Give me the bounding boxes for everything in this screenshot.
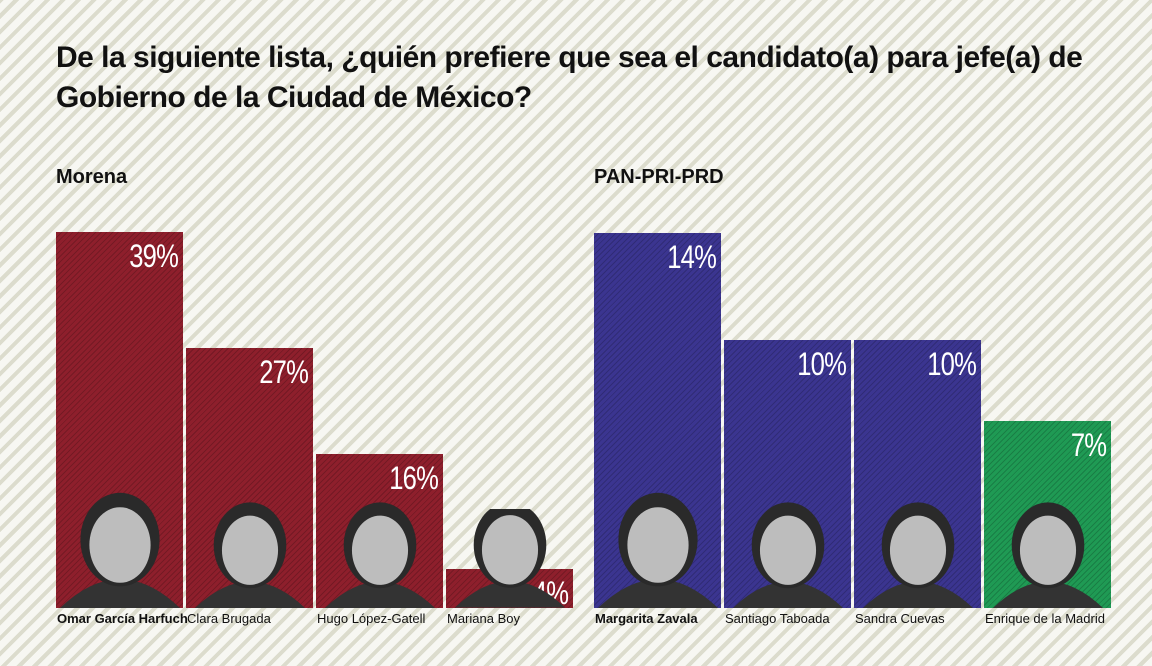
candidate-name: Mariana Boy [447, 611, 520, 626]
bar-value-label: 10% [927, 346, 977, 383]
bar-value-label: 10% [797, 346, 847, 383]
candidate-name: Margarita Zavala [595, 611, 698, 626]
candidate-name: Enrique de la Madrid [985, 611, 1105, 626]
candidate-photo [992, 502, 1103, 608]
candidate-photo [732, 502, 843, 608]
candidate-photo [597, 492, 718, 608]
candidate-name: Clara Brugada [187, 611, 271, 626]
candidate-photo [862, 502, 973, 608]
candidate-photo [324, 502, 435, 608]
candidate-name: Sandra Cuevas [855, 611, 945, 626]
bar-value-label: 27% [259, 353, 309, 390]
candidate-name: Hugo López-Gatell [317, 611, 426, 626]
group-title-morena: Morena [56, 166, 128, 188]
bar-value-label: 39% [129, 238, 179, 274]
bar: 39% [56, 232, 183, 608]
candidate-photo [59, 492, 180, 608]
group-title-pan-pri-prd: PAN-PRI-PRD [594, 166, 724, 188]
bar-value-label: 16% [389, 459, 439, 496]
candidate-name: Santiago Taboada [725, 611, 830, 626]
chart-title: De la siguiente lista, ¿quién prefiere q… [56, 41, 1083, 114]
candidate-photo [454, 509, 565, 608]
bar-value-label: 14% [667, 239, 717, 275]
bar-value-label: 7% [1070, 426, 1107, 463]
candidate-photo [194, 502, 305, 608]
candidate-name: Omar García Harfuch [57, 611, 188, 626]
